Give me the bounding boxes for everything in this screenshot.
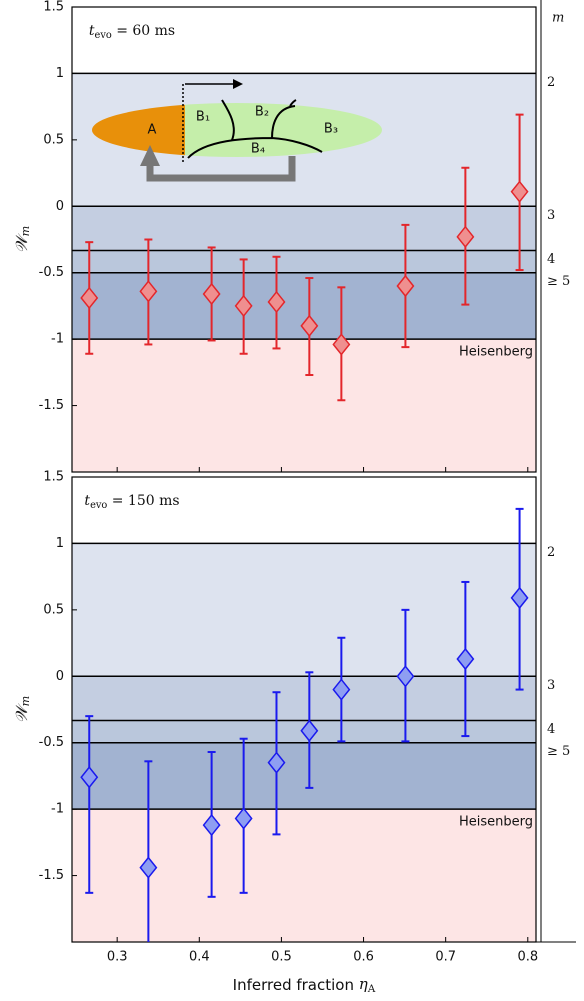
band-label: 3 — [547, 678, 555, 693]
inset-label: B₄ — [251, 142, 265, 157]
x-tick-label: 0.6 — [353, 950, 374, 965]
band-label: 2 — [547, 545, 555, 560]
marker — [202, 282, 221, 306]
band-label: Heisenberg — [459, 815, 533, 830]
plot-frame — [71, 6, 537, 473]
y-tick-label: 1.5 — [43, 470, 64, 485]
band — [72, 742, 536, 810]
inset-label: A — [148, 123, 157, 138]
label-symbol: 𝒲 — [12, 702, 31, 723]
marker — [510, 586, 529, 610]
right-axis-title: m — [552, 11, 564, 26]
boundaries — [187, 99, 323, 159]
band — [72, 7, 536, 74]
marker — [139, 280, 158, 303]
y-tick-label: -1.5 — [39, 398, 64, 413]
label: Inferred fraction ηA — [233, 975, 376, 995]
band-label: 2 — [547, 75, 555, 90]
x-tick-label: 0.8 — [517, 950, 538, 965]
label-symbol: t — [84, 493, 90, 509]
y-tick-label: 1 — [56, 66, 64, 81]
band — [72, 676, 536, 721]
y-tick-label: 0.5 — [43, 132, 64, 147]
y-tick-label: 0 — [56, 669, 64, 684]
marker — [510, 180, 529, 203]
marker — [396, 665, 415, 688]
y-tick-label: -1.5 — [39, 868, 64, 883]
inset-label: B₂ — [255, 105, 269, 120]
marker — [396, 274, 415, 298]
band-label: 4 — [547, 722, 555, 737]
marker — [300, 314, 319, 338]
label-text: = 150 ms — [107, 493, 179, 509]
label-symbol: η — [359, 975, 368, 993]
marker — [80, 766, 99, 789]
label-symbol: t — [89, 23, 95, 39]
band — [72, 339, 536, 472]
arrow-head — [233, 79, 243, 89]
y-tick-label: 0.5 — [43, 602, 64, 617]
marker — [300, 719, 319, 742]
marker — [234, 294, 253, 318]
y-tick-label: -0.5 — [39, 265, 64, 280]
error-bar — [144, 760, 153, 942]
label-subscript: evo — [95, 30, 112, 41]
inset-label: B₃ — [324, 122, 338, 137]
marker — [139, 856, 158, 879]
inset-label: B₁ — [196, 110, 210, 125]
marker — [80, 286, 99, 310]
marker — [267, 290, 286, 314]
x-tick-label: 0.7 — [435, 950, 456, 965]
band-label: 4 — [547, 252, 555, 267]
label-subscript: A — [367, 983, 376, 995]
marker — [332, 678, 351, 701]
y-tick-label: -0.5 — [39, 735, 64, 750]
marker — [332, 333, 351, 356]
label: 𝒲m — [12, 696, 33, 723]
label-subscript: evo — [90, 500, 107, 511]
label-text: = 60 ms — [112, 23, 175, 39]
label-subscript: m — [19, 696, 32, 707]
feedback-head — [140, 145, 160, 166]
marker — [456, 225, 475, 249]
y-tick-label: 0 — [56, 199, 64, 214]
y-tick-label: -1 — [51, 802, 64, 817]
band — [72, 543, 536, 677]
band-label: 3 — [547, 208, 555, 223]
x-tick-label: 0.4 — [189, 950, 210, 965]
label-subscript: m — [19, 226, 32, 237]
y-tick-label: 1.5 — [43, 0, 64, 15]
label: tevo = 150 ms — [84, 493, 179, 511]
x-tick-label: 0.5 — [271, 950, 292, 965]
marker — [267, 751, 286, 774]
label: tevo = 60 ms — [89, 23, 175, 41]
marker — [456, 647, 475, 671]
marker — [202, 813, 221, 837]
error-bar — [85, 715, 94, 894]
marker — [234, 807, 253, 830]
y-tick-label: -1 — [51, 332, 64, 347]
y-tick-label: 1 — [56, 536, 64, 551]
band-label: ≥ 5 — [547, 744, 570, 759]
band — [72, 250, 536, 273]
label: 𝒲m — [12, 226, 33, 253]
plot-frame — [71, 476, 537, 943]
band — [72, 477, 536, 544]
x-tick-label: 0.3 — [107, 950, 128, 965]
feedback-arrow — [146, 156, 296, 182]
band-label: Heisenberg — [459, 345, 533, 360]
band-label: ≥ 5 — [547, 274, 570, 289]
label-text: Inferred fraction — [233, 976, 359, 994]
label-symbol: 𝒲 — [12, 232, 31, 253]
